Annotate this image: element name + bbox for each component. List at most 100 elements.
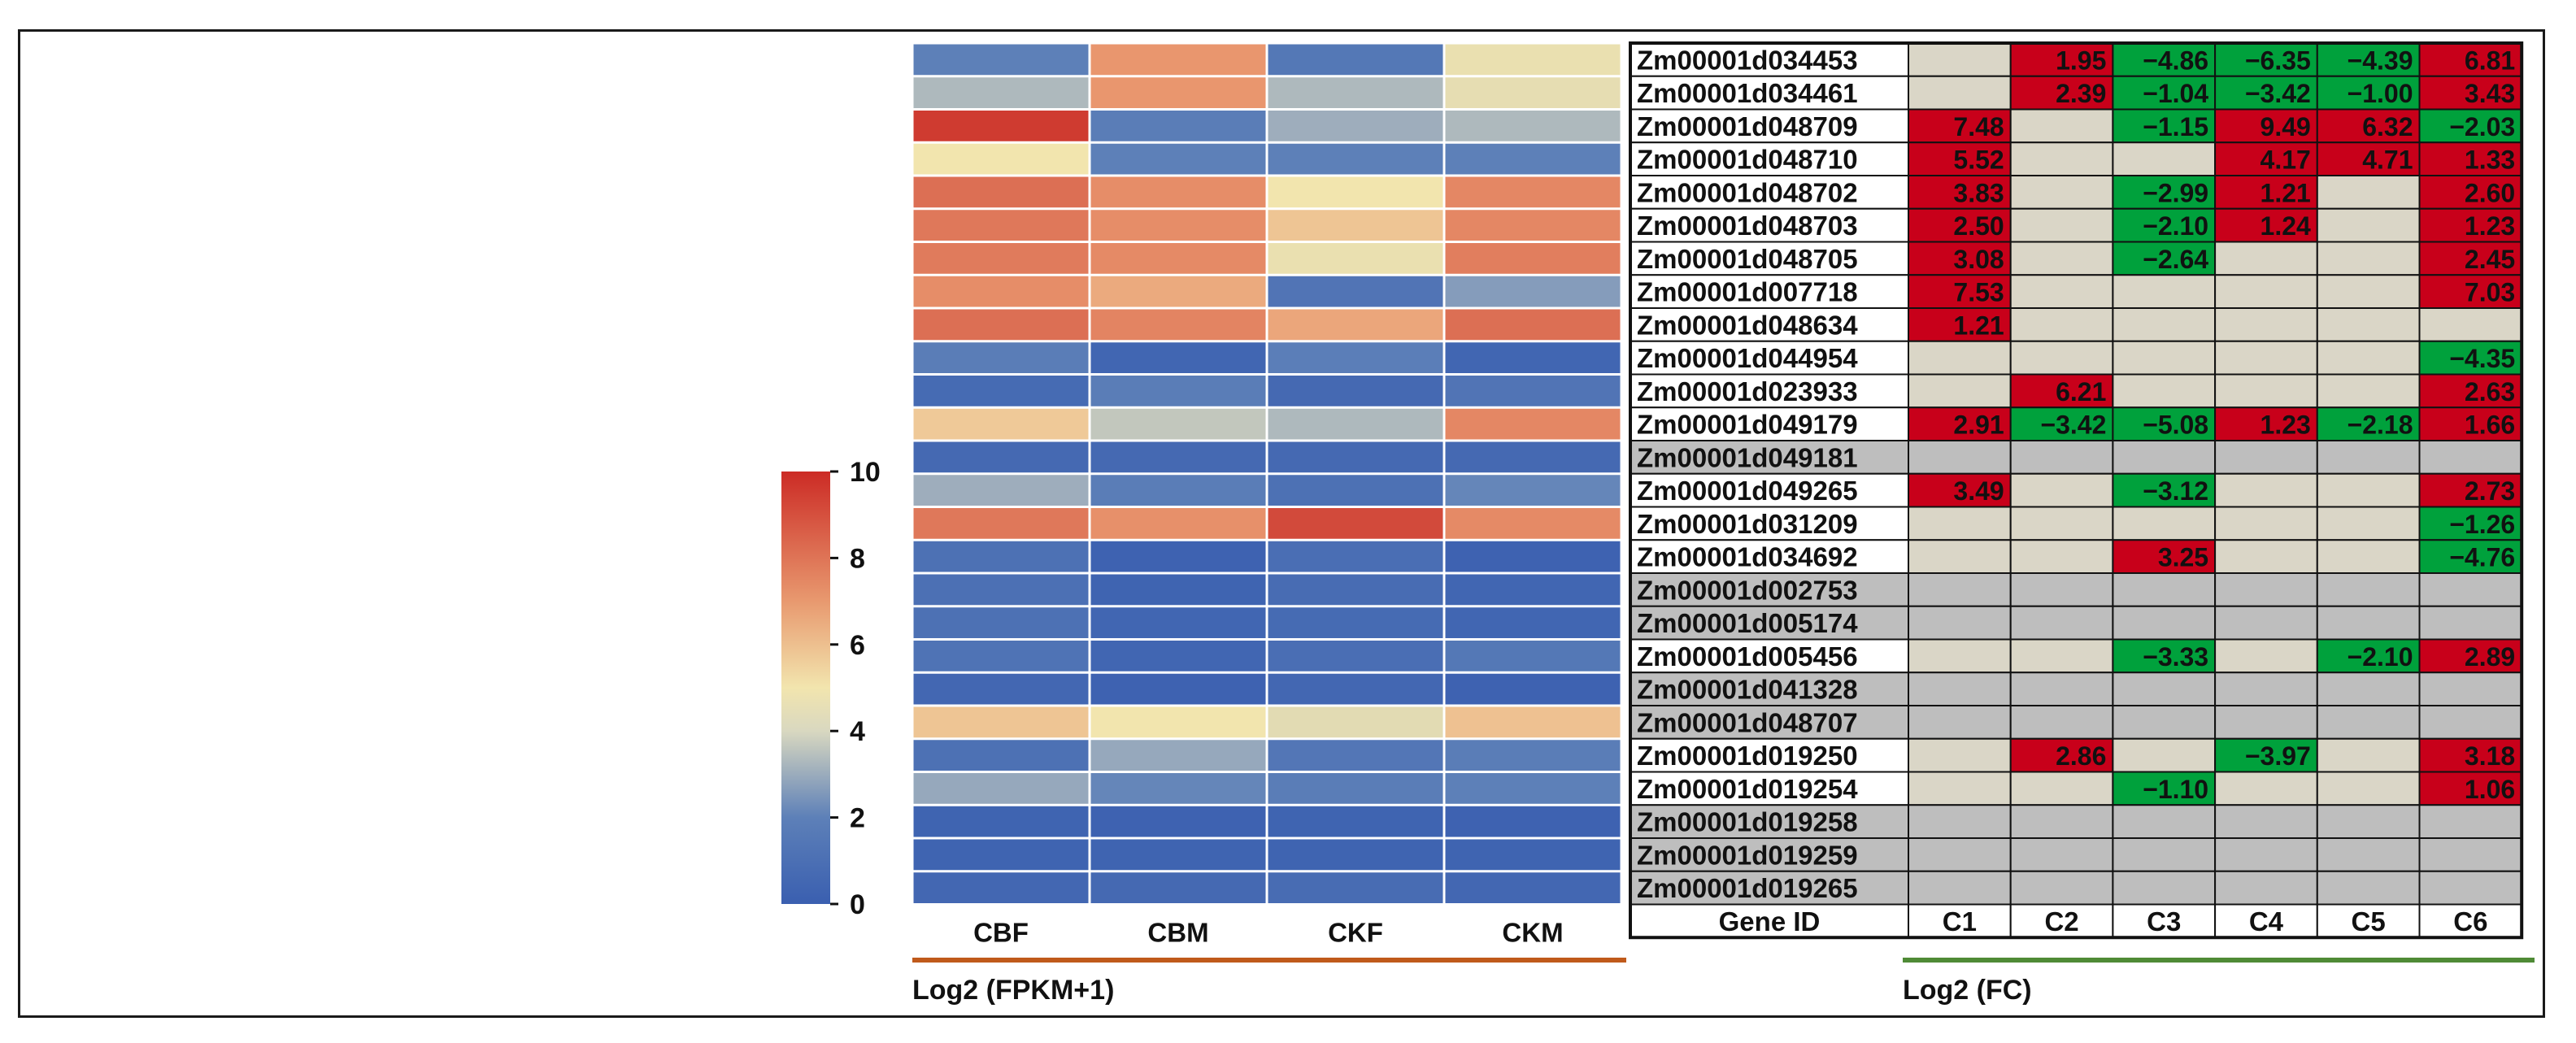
heatmap-cell <box>1090 740 1266 771</box>
fold-change-cell <box>2418 274 2523 309</box>
colorbar-tick-label: 6 <box>850 630 865 661</box>
fold-change-cell <box>2316 506 2421 541</box>
fold-change-value: 1.95 <box>2056 46 2106 75</box>
fold-change-cell <box>2316 340 2421 376</box>
fold-change-cell <box>2316 373 2421 409</box>
fold-change-cell <box>2418 870 2523 906</box>
fold-change-cell <box>2418 207 2523 243</box>
fold-change-value: 3.08 <box>1953 245 2004 274</box>
heatmap-cell <box>1445 706 1621 738</box>
fold-change-value: 6.32 <box>2362 112 2413 141</box>
gene-id: Zm00001d019250 <box>1637 741 1858 771</box>
fold-change-value: 5.52 <box>1953 146 2004 175</box>
fold-change-cell <box>2214 207 2318 243</box>
heatmap-cell <box>1268 309 1443 341</box>
fold-change-value: 3.18 <box>2465 741 2515 771</box>
fold-change-cell <box>2418 605 2523 641</box>
heatmap-cell <box>1268 706 1443 738</box>
heatmap-cell <box>1090 839 1266 871</box>
heatmap-cell <box>1445 441 1621 473</box>
fold-change-cell <box>2112 440 2217 475</box>
gene-id: Zm00001d049265 <box>1637 476 1858 506</box>
fold-change-value: −3.33 <box>2143 642 2208 671</box>
fold-change-cell <box>2112 141 2217 176</box>
heatmap-cell <box>1268 243 1443 274</box>
heatmap-cell <box>1268 806 1443 837</box>
heatmap-cell <box>1090 77 1266 108</box>
heatmap-cell <box>1445 342 1621 373</box>
heatmap-cell <box>1445 574 1621 606</box>
fold-change-value: 2.73 <box>2465 476 2515 506</box>
fold-change-value: −4.39 <box>2348 46 2413 75</box>
heatmap-cell <box>913 176 1089 208</box>
gene-id: Zm00001d005456 <box>1637 641 1858 671</box>
heatmap-cell <box>1445 740 1621 771</box>
fold-change-cell <box>2214 472 2318 508</box>
heatmap-cell <box>1268 111 1443 141</box>
fold-change-cell <box>2316 705 2421 740</box>
fold-change-cell <box>2418 737 2523 773</box>
fold-change-value: −2.10 <box>2143 211 2208 241</box>
fold-change-value: −2.64 <box>2143 245 2208 274</box>
fold-change-cell <box>2418 141 2523 176</box>
heatmap-cell <box>913 243 1089 274</box>
fold-change-value: 1.33 <box>2465 146 2515 175</box>
fold-change-value: 1.21 <box>2261 178 2311 207</box>
fold-change-cell <box>2214 75 2318 111</box>
fold-change-cell <box>2112 472 2217 508</box>
heatmap-cell <box>1268 44 1443 76</box>
heatmap-cell <box>1090 276 1266 307</box>
fold-change-value: −2.99 <box>2143 178 2208 207</box>
heatmap-cell <box>1268 408 1443 440</box>
heatmap-cell <box>1090 408 1266 440</box>
colorbar-tick-label: 10 <box>850 457 881 488</box>
fold-change-value: −1.04 <box>2143 79 2208 108</box>
heatmap-cell <box>1445 111 1621 141</box>
table-border <box>1629 41 2524 940</box>
heatmap-cell <box>1445 541 1621 572</box>
heatmap-cell <box>1268 376 1443 406</box>
heatmap-cell <box>1268 740 1443 771</box>
fold-change-value: 2.91 <box>1953 411 2004 440</box>
fold-change-cell <box>2112 506 2217 541</box>
heatmap-cell <box>1090 773 1266 804</box>
fold-change-cell <box>2214 671 2318 706</box>
fold-change-cell <box>1908 307 2012 342</box>
heatmap-cell <box>1268 210 1443 241</box>
fold-change-cell <box>1908 705 2012 740</box>
fold-change-cell <box>2009 539 2114 574</box>
heatmap-cell <box>1090 143 1266 175</box>
gene-id-cell <box>1630 373 1909 409</box>
fold-change-cell <box>1908 373 2012 409</box>
heatmap-cell <box>1090 541 1266 572</box>
fold-change-cell <box>2112 307 2217 342</box>
heatmap-cell <box>913 210 1089 241</box>
heatmap-cell <box>1090 475 1266 506</box>
heatmap-cell <box>1445 143 1621 175</box>
gene-id: Zm00001d048634 <box>1637 310 1858 340</box>
fold-change-cell <box>2009 638 2114 674</box>
heatmap-cell <box>1445 176 1621 208</box>
fold-change-cell <box>2316 175 2421 210</box>
fold-change-cell <box>2316 804 2421 839</box>
fold-change-cell <box>1908 870 2012 906</box>
table-header-label: C3 <box>2147 906 2181 937</box>
gene-id-cell <box>1630 671 1909 706</box>
fold-change-cell <box>2214 870 2318 906</box>
heatmap-cell <box>1268 77 1443 108</box>
heatmap-cell <box>913 44 1089 76</box>
fold-change-cell <box>2316 307 2421 342</box>
heatmap-cell <box>1090 574 1266 606</box>
heatmap-column-label: CBM <box>1147 918 1208 948</box>
heatmap-cell <box>913 77 1089 108</box>
fold-change-value: −4.86 <box>2143 46 2208 75</box>
table-header-label: C2 <box>2044 906 2078 937</box>
fold-change-cell <box>2009 870 2114 906</box>
fold-change-cell <box>2009 175 2114 210</box>
fold-change-cell <box>2214 241 2318 276</box>
heatmap-cell <box>913 706 1089 738</box>
heatmap-cell <box>913 309 1089 341</box>
figure-frame: 10 8 6 4 2 0 CBF CBM CKF CKM Zm00001d034453 1.95 −… <box>18 29 2545 1018</box>
fold-change-cell <box>2418 506 2523 541</box>
heatmap-cell <box>913 673 1089 705</box>
